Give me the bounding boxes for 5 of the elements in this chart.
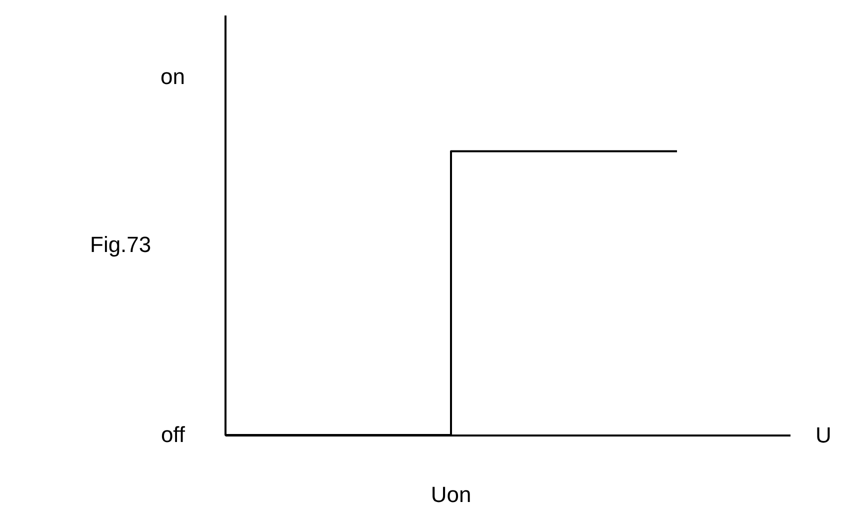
x-axis-title: U	[816, 422, 832, 448]
text: on	[160, 64, 185, 89]
text: Uon	[430, 482, 472, 507]
caption: Fig.73	[90, 232, 152, 257]
text: off	[160, 422, 186, 447]
